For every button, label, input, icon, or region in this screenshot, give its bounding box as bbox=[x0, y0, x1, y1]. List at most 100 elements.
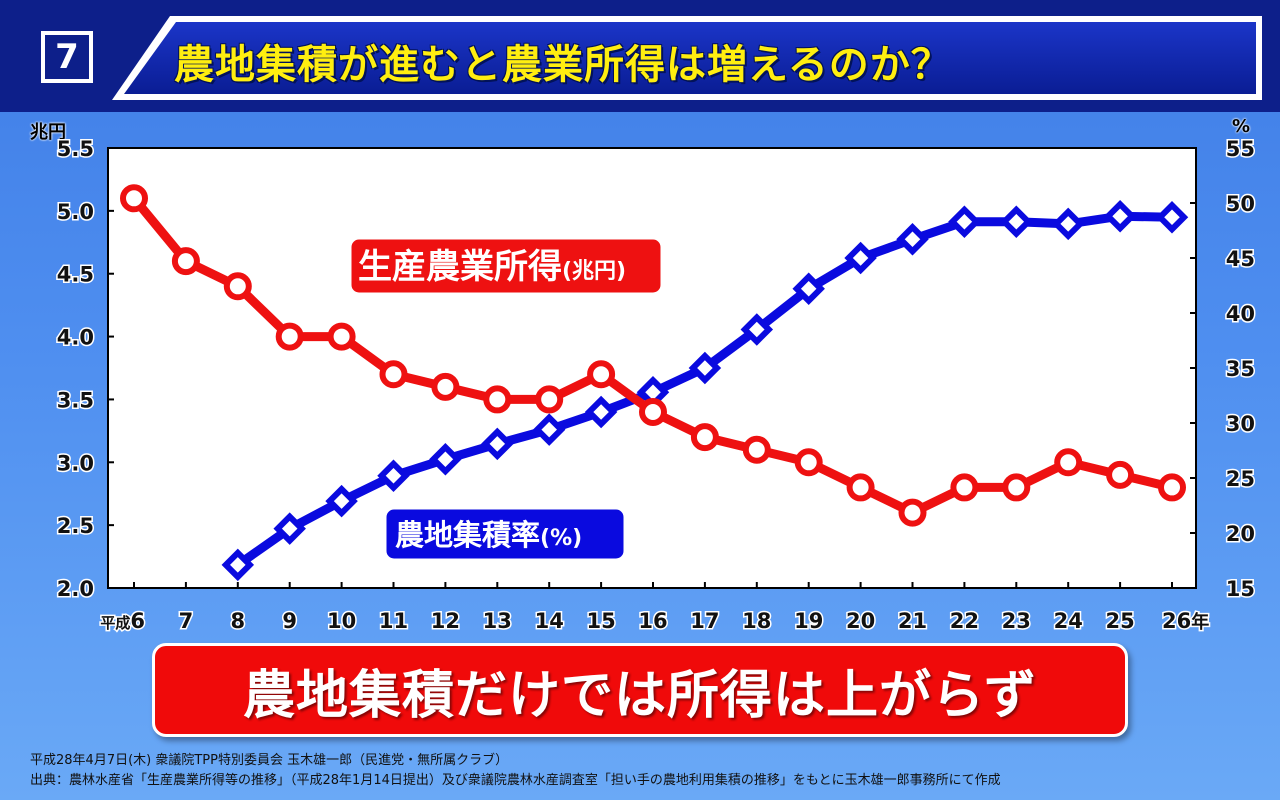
x-tick-label: 18 bbox=[742, 609, 771, 633]
data-point-circle bbox=[431, 372, 460, 401]
data-point-diamond bbox=[688, 351, 722, 385]
left-axis-ticks: 2.0 2.5 3.0 3.5 4.0 4.5 5.0 5.5 bbox=[55, 136, 114, 603]
data-point-diamond bbox=[792, 272, 825, 306]
x-tick-label: 8 bbox=[230, 609, 245, 633]
x-tick-label: 26年 bbox=[1162, 609, 1209, 633]
data-point-circle bbox=[846, 473, 875, 502]
right-tick-label: 50 bbox=[1226, 192, 1255, 216]
data-point-diamond bbox=[481, 427, 514, 461]
right-tick-label: 45 bbox=[1226, 247, 1255, 271]
data-point-diamond bbox=[1051, 207, 1085, 241]
x-tick-label: 13 bbox=[483, 609, 512, 633]
x-tick-label: 24 bbox=[1054, 609, 1083, 633]
svg-text:農地集積率(%): 農地集積率(%) bbox=[395, 518, 582, 552]
data-point-circle bbox=[535, 385, 564, 414]
x-tick-label: 16 bbox=[638, 609, 667, 633]
title-bar bbox=[0, 0, 1280, 112]
plot-area bbox=[107, 147, 1197, 589]
left-tick-label: 5.0 bbox=[57, 200, 94, 224]
footnote-meeting: 平成28年4月7日(木) 衆議院TPP特別委員会 玉木雄一郎（民進党・無所属クラ… bbox=[30, 753, 509, 768]
data-point-diamond bbox=[221, 548, 255, 582]
series-agricultural-income bbox=[120, 184, 1186, 527]
data-point-circle bbox=[898, 498, 927, 527]
label-income-unit: (兆円) bbox=[562, 259, 626, 284]
data-point-circle bbox=[794, 448, 823, 477]
data-point-diamond bbox=[1103, 199, 1137, 233]
x-tick-label: 11 bbox=[379, 609, 408, 633]
left-tick-label: 3.5 bbox=[57, 388, 94, 412]
left-tick-label: 2.5 bbox=[57, 514, 94, 538]
data-point-circle bbox=[120, 184, 148, 213]
data-point-circle bbox=[1054, 448, 1083, 477]
line-chart: 2.0 2.5 3.0 3.5 4.0 4.5 5.0 5.5 15 20 25 30 35 40 45 5… bbox=[55, 136, 1257, 635]
right-tick-label: 55 bbox=[1226, 137, 1255, 161]
data-point-diamond bbox=[584, 395, 618, 429]
series-farmland-consolidation-rate bbox=[221, 199, 1189, 582]
label-rate-main: 農地集積率 bbox=[395, 518, 540, 552]
slide-title: 農地集積が進むと農業所得は増えるのか？ bbox=[174, 42, 952, 88]
data-point-circle bbox=[379, 360, 408, 389]
label-income-main: 生産農業所得 bbox=[358, 247, 562, 287]
left-tick-label: 4.5 bbox=[57, 263, 94, 287]
x-tick-label: 12 bbox=[431, 609, 460, 633]
data-point-circle bbox=[171, 247, 200, 276]
right-tick-label: 40 bbox=[1226, 302, 1255, 326]
data-point-circle bbox=[742, 435, 771, 464]
data-point-circle bbox=[950, 473, 979, 502]
data-point-diamond bbox=[1155, 201, 1189, 234]
label-agricultural-income: 生産農業所得(兆円) bbox=[348, 236, 664, 296]
data-point-circle bbox=[327, 322, 356, 351]
x-tick-label: 平成6 bbox=[100, 609, 145, 633]
left-tick-label: 4.0 bbox=[57, 326, 94, 350]
footnote-source: 出典：農林水産省「生産農業所得等の推移」（平成28年1月14日提出）及び衆議院農… bbox=[30, 773, 1001, 788]
x-tick-label: 20 bbox=[846, 609, 875, 633]
conclusion-banner: 農地集積だけでは所得は上がらず bbox=[152, 643, 1128, 737]
data-point-diamond bbox=[844, 241, 877, 275]
data-point-circle bbox=[483, 385, 512, 414]
data-point-diamond bbox=[532, 413, 566, 446]
x-tick-label: 23 bbox=[1002, 609, 1031, 633]
x-tick-label: 17 bbox=[690, 609, 719, 633]
data-point-circle bbox=[587, 360, 616, 389]
x-tick-label: 15 bbox=[586, 609, 615, 633]
data-point-diamond bbox=[948, 205, 981, 238]
right-tick-label: 15 bbox=[1226, 577, 1255, 601]
data-point-circle bbox=[690, 423, 719, 452]
left-tick-label: 3.0 bbox=[57, 451, 94, 475]
data-point-circle bbox=[275, 322, 304, 351]
data-point-circle bbox=[639, 398, 667, 426]
x-tick-label: 25 bbox=[1105, 609, 1134, 633]
x-tick-label: 21 bbox=[898, 609, 927, 633]
x-tick-label: 22 bbox=[950, 609, 979, 633]
x-tick-label: 14 bbox=[535, 609, 564, 633]
x-tick-label: 9 bbox=[282, 609, 297, 633]
data-point-circle bbox=[223, 272, 252, 301]
data-point-diamond bbox=[273, 512, 306, 545]
x-tick-label: 10 bbox=[327, 609, 356, 633]
x-axis-ticks: 平成6 7 8 9 10 11 12 13 14 15 16 17 18 19 20 21 22 23 24 25 26… bbox=[99, 582, 1211, 635]
data-point-circle bbox=[1106, 460, 1135, 489]
data-point-circle bbox=[1158, 473, 1186, 502]
data-point-diamond bbox=[896, 223, 929, 256]
data-point-diamond bbox=[377, 459, 410, 493]
slide-number-badge: 7 bbox=[41, 31, 93, 83]
left-axis-unit: 兆円 bbox=[30, 122, 66, 143]
left-tick-label: 2.0 bbox=[57, 577, 94, 601]
data-point-diamond bbox=[1000, 205, 1033, 238]
right-tick-label: 20 bbox=[1226, 522, 1255, 546]
x-tick-label: 7 bbox=[179, 609, 194, 633]
left-tick-label: 5.5 bbox=[57, 137, 94, 161]
data-point-diamond bbox=[740, 313, 774, 346]
label-rate-unit: (%) bbox=[540, 526, 582, 551]
svg-text:生産農業所得(兆円): 生産農業所得(兆円) bbox=[358, 247, 626, 287]
right-tick-label: 25 bbox=[1226, 467, 1255, 491]
data-point-circle bbox=[1002, 473, 1031, 502]
right-axis-unit: % bbox=[1232, 116, 1251, 137]
x-tick-label: 19 bbox=[794, 609, 823, 633]
label-farmland-consolidation-rate: 農地集積率(%) bbox=[383, 506, 627, 562]
right-tick-label: 35 bbox=[1226, 357, 1255, 381]
data-point-diamond bbox=[325, 484, 358, 518]
right-tick-label: 30 bbox=[1226, 412, 1255, 436]
data-point-diamond bbox=[429, 443, 462, 476]
right-axis-ticks: 15 20 25 30 35 40 45 50 55 bbox=[1190, 136, 1257, 603]
